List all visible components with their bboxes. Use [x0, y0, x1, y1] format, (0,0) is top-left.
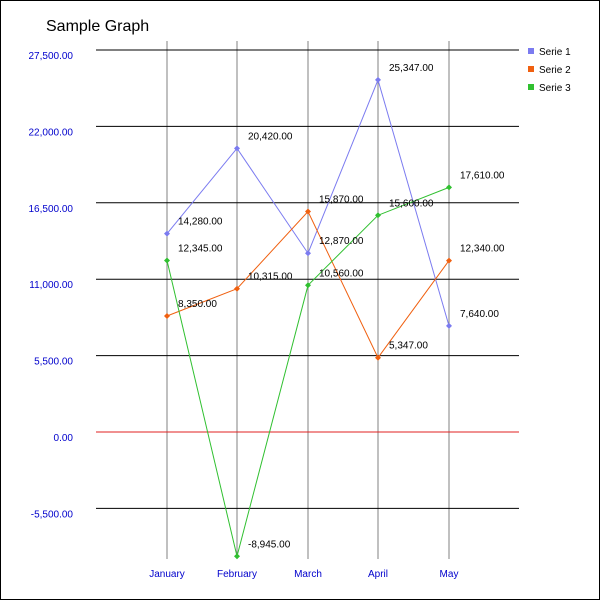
- data-point: [305, 250, 311, 257]
- y-tick-label: -5,500.00: [31, 509, 74, 520]
- data-label: 10,560.00: [319, 268, 364, 279]
- y-tick-label: 16,500.00: [29, 204, 74, 215]
- data-point: [164, 257, 170, 264]
- data-label: -8,945.00: [248, 539, 291, 550]
- x-tick-label: February: [217, 569, 257, 580]
- data-label: 12,345.00: [178, 244, 223, 255]
- legend-label: Serie 3: [539, 83, 571, 94]
- data-point: [164, 313, 170, 320]
- data-label: 7,640.00: [460, 309, 499, 320]
- data-label: 14,280.00: [178, 217, 223, 228]
- y-tick-label: 22,000.00: [29, 127, 74, 138]
- legend-label: Serie 2: [539, 65, 571, 76]
- y-tick-label: 27,500.00: [29, 51, 74, 62]
- data-point: [234, 553, 240, 560]
- data-label: 15,600.00: [389, 198, 434, 209]
- y-tick-label: 0.00: [54, 433, 74, 444]
- series: [164, 76, 452, 560]
- data-point: [375, 354, 381, 361]
- y-tick-label: 5,500.00: [34, 357, 73, 368]
- data-label: 10,315.00: [248, 272, 293, 283]
- y-axis-tick-labels: 27,500.00 22,000.00 16,500.00 11,000.00 5,50…: [29, 51, 74, 520]
- chart-title: Sample Graph: [46, 18, 149, 35]
- data-label: 12,340.00: [460, 244, 505, 255]
- x-tick-label: May: [440, 569, 459, 580]
- data-label: 8,350.00: [178, 299, 217, 310]
- data-point: [305, 282, 311, 289]
- x-tick-label: January: [149, 569, 185, 580]
- legend: Serie 1 Serie 2 Serie 3: [528, 47, 571, 94]
- data-label: 17,610.00: [460, 170, 505, 181]
- data-point: [305, 208, 311, 215]
- legend-swatch: [528, 48, 534, 54]
- data-point: [446, 322, 452, 329]
- data-point: [234, 145, 240, 152]
- x-tick-label: April: [368, 569, 388, 580]
- legend-swatch: [528, 84, 534, 90]
- data-point: [446, 257, 452, 264]
- grid: [96, 41, 519, 559]
- data-point: [234, 285, 240, 292]
- y-tick-label: 11,000.00: [29, 280, 73, 291]
- data-label: 20,420.00: [248, 131, 293, 142]
- legend-label: Serie 1: [539, 47, 571, 58]
- data-label: 25,347.00: [389, 63, 434, 74]
- data-point: [446, 184, 452, 191]
- data-point: [375, 76, 381, 83]
- data-point: [164, 230, 170, 237]
- data-label: 5,347.00: [389, 341, 428, 352]
- x-tick-label: March: [294, 569, 322, 580]
- data-label: 12,870.00: [319, 236, 364, 247]
- legend-swatch: [528, 66, 534, 72]
- data-label: 15,870.00: [319, 195, 364, 206]
- x-axis-tick-labels: January February March April May: [149, 569, 458, 580]
- data-labels: 14,280.00 20,420.00 12,870.00 25,347.00 7,64…: [178, 63, 505, 550]
- data-point: [375, 212, 381, 219]
